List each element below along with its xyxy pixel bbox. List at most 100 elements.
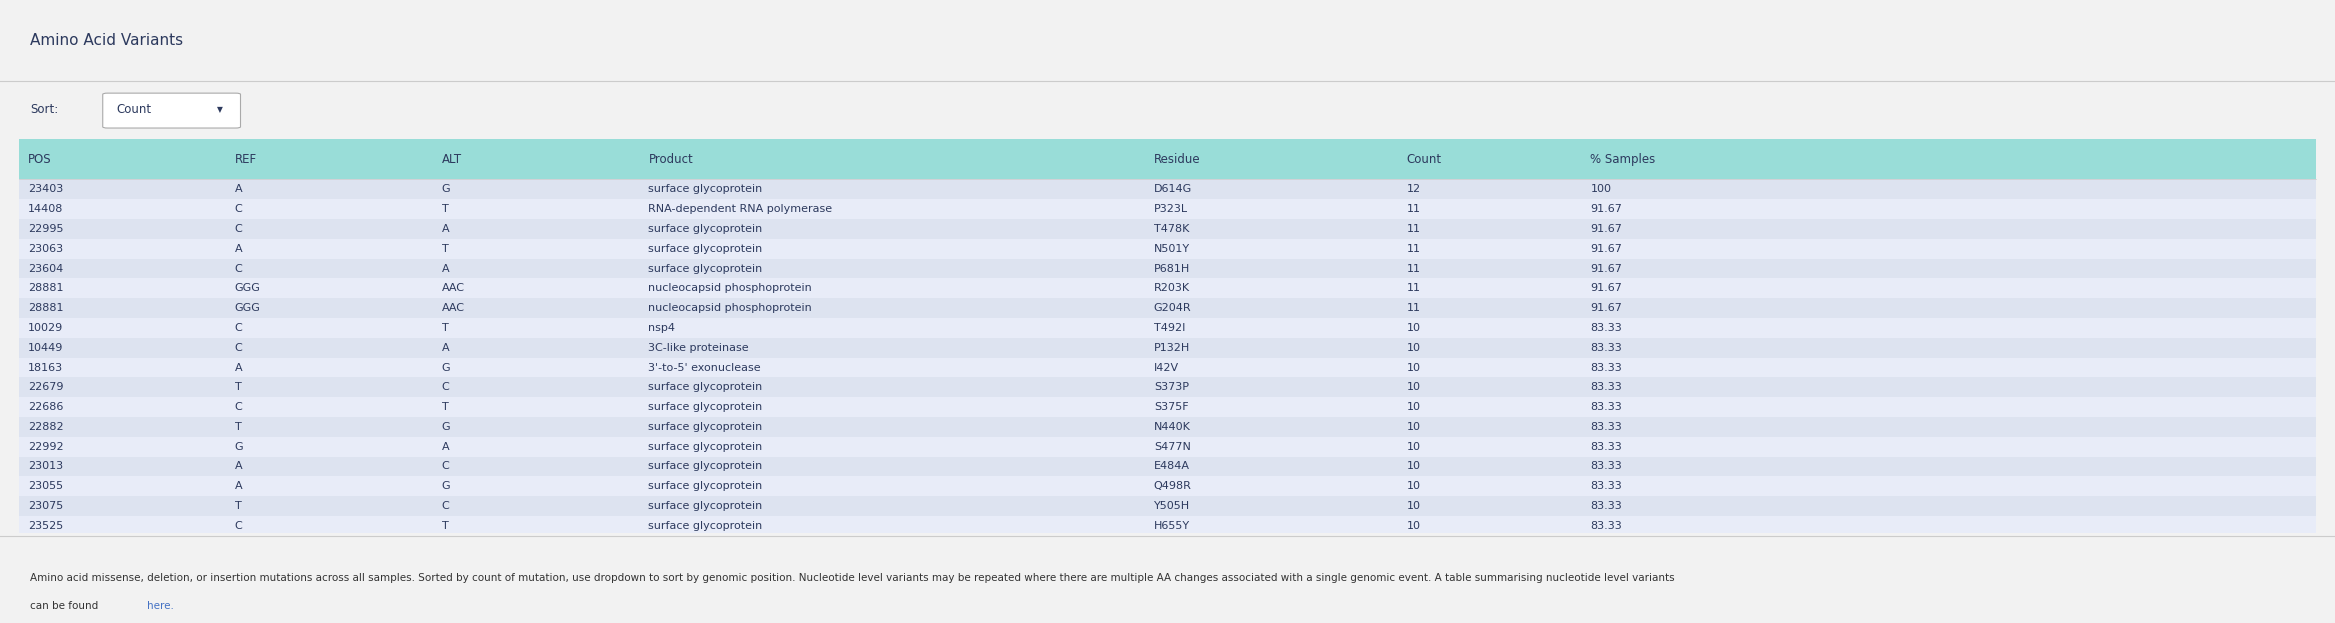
Text: G: G xyxy=(441,363,451,373)
Text: surface glycoprotein: surface glycoprotein xyxy=(649,264,764,273)
Text: T: T xyxy=(441,244,448,254)
Text: A: A xyxy=(236,363,243,373)
Text: 91.67: 91.67 xyxy=(1590,283,1623,293)
Text: A: A xyxy=(236,482,243,492)
Text: N501Y: N501Y xyxy=(1153,244,1191,254)
Bar xyxy=(19,219,2316,239)
Bar xyxy=(19,417,2316,437)
Text: C: C xyxy=(441,383,448,392)
Text: P132H: P132H xyxy=(1153,343,1191,353)
Text: surface glycoprotein: surface glycoprotein xyxy=(649,462,764,472)
Text: 28881: 28881 xyxy=(28,283,63,293)
Text: G204R: G204R xyxy=(1153,303,1191,313)
Text: C: C xyxy=(236,204,243,214)
Text: ALT: ALT xyxy=(441,153,462,166)
Text: C: C xyxy=(236,402,243,412)
Text: R203K: R203K xyxy=(1153,283,1191,293)
Text: RNA-dependent RNA polymerase: RNA-dependent RNA polymerase xyxy=(649,204,834,214)
Bar xyxy=(19,318,2316,338)
Text: 10: 10 xyxy=(1406,442,1420,452)
Text: S375F: S375F xyxy=(1153,402,1189,412)
Text: 10: 10 xyxy=(1406,323,1420,333)
Text: T: T xyxy=(441,521,448,531)
Text: 28881: 28881 xyxy=(28,303,63,313)
Text: A: A xyxy=(236,462,243,472)
Text: 10: 10 xyxy=(1406,501,1420,511)
Text: 10: 10 xyxy=(1406,363,1420,373)
Text: 83.33: 83.33 xyxy=(1590,323,1623,333)
Text: 10: 10 xyxy=(1406,402,1420,412)
Text: T: T xyxy=(236,383,241,392)
Text: 23063: 23063 xyxy=(28,244,63,254)
Text: T: T xyxy=(236,422,241,432)
Text: C: C xyxy=(236,521,243,531)
FancyBboxPatch shape xyxy=(103,93,241,128)
Text: 18163: 18163 xyxy=(28,363,63,373)
Text: surface glycoprotein: surface glycoprotein xyxy=(649,521,764,531)
Text: POS: POS xyxy=(28,153,51,166)
Text: C: C xyxy=(236,323,243,333)
Bar xyxy=(19,259,2316,278)
Text: Sort:: Sort: xyxy=(30,103,58,116)
Text: 22679: 22679 xyxy=(28,383,63,392)
Text: C: C xyxy=(236,343,243,353)
Text: surface glycoprotein: surface glycoprotein xyxy=(649,482,764,492)
Bar xyxy=(19,516,2316,536)
Text: AAC: AAC xyxy=(441,303,465,313)
Text: S373P: S373P xyxy=(1153,383,1189,392)
Text: C: C xyxy=(441,462,448,472)
Text: here.: here. xyxy=(147,601,175,611)
Text: C: C xyxy=(236,264,243,273)
Text: T: T xyxy=(236,501,241,511)
Text: A: A xyxy=(236,184,243,194)
Text: 23403: 23403 xyxy=(28,184,63,194)
Text: P681H: P681H xyxy=(1153,264,1191,273)
Text: 10: 10 xyxy=(1406,482,1420,492)
Text: 83.33: 83.33 xyxy=(1590,501,1623,511)
Text: 91.67: 91.67 xyxy=(1590,303,1623,313)
Text: A: A xyxy=(441,442,448,452)
Bar xyxy=(19,496,2316,516)
Text: 10: 10 xyxy=(1406,343,1420,353)
Text: 22995: 22995 xyxy=(28,224,63,234)
Text: surface glycoprotein: surface glycoprotein xyxy=(649,422,764,432)
Text: S477N: S477N xyxy=(1153,442,1191,452)
Text: can be found: can be found xyxy=(30,601,103,611)
Text: 11: 11 xyxy=(1406,303,1420,313)
Text: Count: Count xyxy=(117,103,152,116)
Text: 83.33: 83.33 xyxy=(1590,521,1623,531)
Text: 91.67: 91.67 xyxy=(1590,244,1623,254)
Text: surface glycoprotein: surface glycoprotein xyxy=(649,184,764,194)
Text: GGG: GGG xyxy=(236,283,262,293)
Text: 22686: 22686 xyxy=(28,402,63,412)
Text: T: T xyxy=(441,204,448,214)
Text: 22882: 22882 xyxy=(28,422,63,432)
Text: 23013: 23013 xyxy=(28,462,63,472)
Text: 83.33: 83.33 xyxy=(1590,343,1623,353)
Text: 91.67: 91.67 xyxy=(1590,264,1623,273)
Text: A: A xyxy=(441,264,448,273)
Text: Amino Acid Variants: Amino Acid Variants xyxy=(30,33,184,48)
Text: C: C xyxy=(441,501,448,511)
Text: 10: 10 xyxy=(1406,521,1420,531)
Text: surface glycoprotein: surface glycoprotein xyxy=(649,244,764,254)
Text: 83.33: 83.33 xyxy=(1590,363,1623,373)
Text: G: G xyxy=(441,482,451,492)
Text: REF: REF xyxy=(236,153,257,166)
Text: D614G: D614G xyxy=(1153,184,1193,194)
Text: G: G xyxy=(236,442,243,452)
Text: 11: 11 xyxy=(1406,224,1420,234)
Bar xyxy=(19,298,2316,318)
Text: N440K: N440K xyxy=(1153,422,1191,432)
Text: 11: 11 xyxy=(1406,244,1420,254)
Text: C: C xyxy=(236,224,243,234)
Text: 83.33: 83.33 xyxy=(1590,482,1623,492)
Bar xyxy=(19,239,2316,259)
Bar xyxy=(19,278,2316,298)
Text: A: A xyxy=(441,343,448,353)
Text: T478K: T478K xyxy=(1153,224,1189,234)
Text: P323L: P323L xyxy=(1153,204,1189,214)
Text: Count: Count xyxy=(1406,153,1441,166)
Text: 100: 100 xyxy=(1590,184,1611,194)
Bar xyxy=(19,397,2316,417)
